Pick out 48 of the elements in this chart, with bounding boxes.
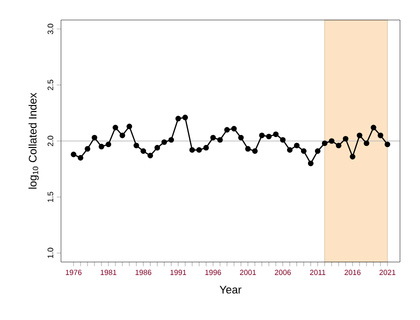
point [154, 144, 160, 151]
point [370, 124, 376, 130]
point [140, 148, 146, 154]
point [238, 134, 244, 140]
point [356, 132, 362, 138]
point [266, 134, 272, 140]
point [280, 137, 286, 143]
point [314, 148, 320, 154]
x-axis-title: Year [220, 286, 242, 294]
point [92, 134, 98, 140]
point [175, 116, 181, 122]
point [106, 142, 112, 148]
point [378, 132, 384, 138]
point [287, 147, 293, 153]
point [231, 126, 237, 132]
point [259, 132, 265, 138]
y-axis-title: log$_{10}$ Collated Index [28, 92, 39, 189]
point [245, 146, 251, 152]
point [134, 142, 140, 148]
point [147, 152, 154, 158]
point [70, 152, 76, 158]
point [126, 124, 132, 130]
point [342, 136, 348, 142]
point [203, 144, 209, 151]
point [328, 138, 334, 144]
point [308, 160, 314, 166]
point [300, 148, 307, 154]
point [322, 140, 328, 146]
point [364, 140, 370, 146]
point [252, 148, 258, 154]
point [168, 137, 174, 143]
point [120, 132, 126, 138]
point [336, 142, 342, 148]
point [384, 142, 390, 148]
point [112, 124, 118, 130]
point [78, 155, 84, 161]
point [224, 127, 230, 133]
point [350, 154, 356, 160]
point [182, 114, 188, 120]
point [84, 146, 90, 152]
point [98, 144, 104, 150]
point [217, 137, 223, 143]
point [189, 147, 195, 153]
point [210, 134, 216, 140]
point [196, 147, 202, 153]
point [294, 142, 300, 148]
point [273, 131, 279, 138]
point [161, 139, 168, 145]
